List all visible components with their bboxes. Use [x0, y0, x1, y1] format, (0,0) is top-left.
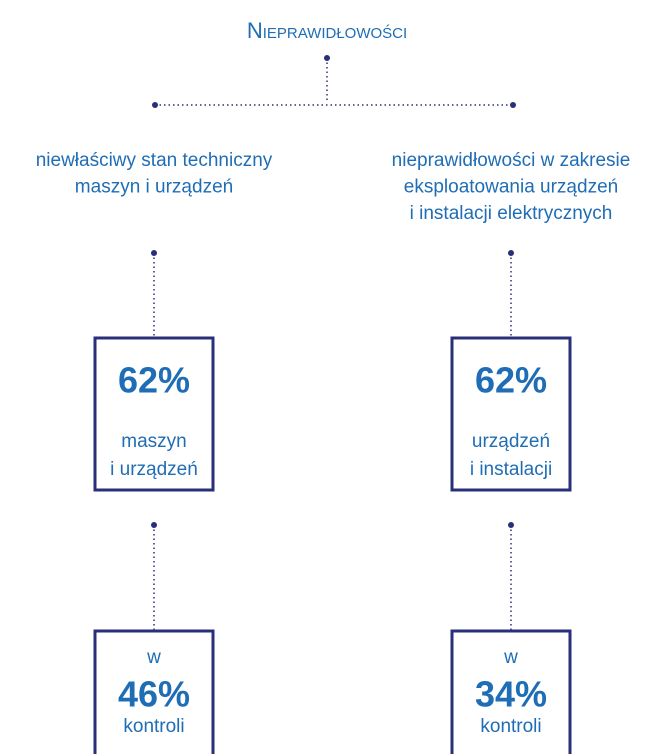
share-text: maszyn — [121, 431, 186, 452]
share-value: 62% — [475, 360, 547, 401]
branches: niewłaściwy stan techniczny maszyn i urzą… — [36, 150, 631, 754]
controls-prefix: w — [503, 647, 518, 668]
title: Nieprawidłowości — [247, 18, 407, 43]
controls-box — [450, 629, 572, 754]
branch-label: nieprawidłowości w zakresie — [392, 150, 631, 171]
dot — [152, 102, 158, 108]
share-box — [93, 336, 215, 492]
controls-value: 34% — [475, 674, 547, 715]
branch-label: i instalacji elektrycznych — [410, 203, 613, 224]
share-text: i urządzeń — [110, 459, 198, 480]
controls-suffix: kontroli — [123, 716, 184, 737]
controls-suffix: kontroli — [480, 716, 541, 737]
share-text: i instalacji — [470, 459, 552, 480]
branch-label: eksploatowania urządzeń — [404, 177, 618, 198]
controls-value: 46% — [118, 674, 190, 715]
share-value: 62% — [118, 360, 190, 401]
share-text: urządzeń — [472, 431, 550, 452]
controls-box — [93, 629, 215, 754]
share-box — [450, 336, 572, 492]
controls-prefix: w — [146, 647, 161, 668]
branch-label: niewłaściwy stan techniczny — [36, 150, 273, 171]
dot — [510, 102, 516, 108]
branch-label: maszyn i urządzeń — [75, 177, 233, 198]
